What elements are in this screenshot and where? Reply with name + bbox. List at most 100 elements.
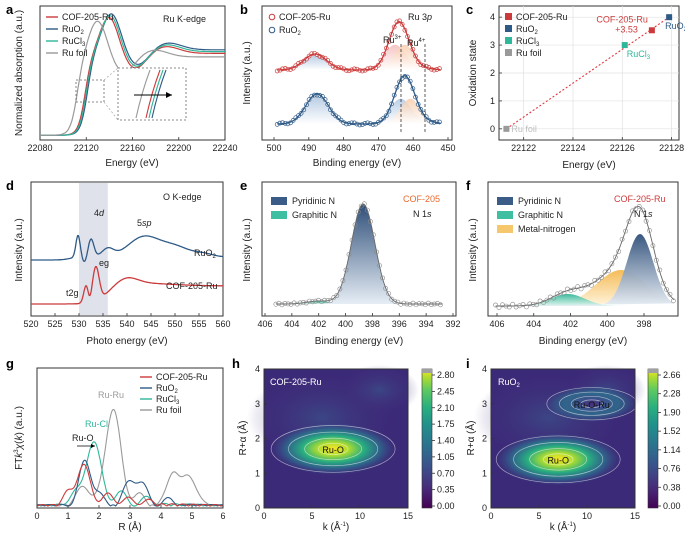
panel-d: d O K-edge 4d 5sp eg t2g RuO2 COF-205-Ru…	[6, 178, 231, 347]
y-axis-label: FTk3χ(k) (a.u.)	[14, 406, 25, 470]
data-point	[328, 107, 333, 113]
data-point	[437, 66, 442, 71]
legend-label: Ru foil	[62, 48, 88, 58]
data-point	[320, 54, 325, 60]
data-point	[383, 45, 389, 51]
y-axis-label: R+α (Å)	[236, 421, 249, 456]
legend-item: Ru foil	[505, 48, 542, 58]
legend-label: RuO2	[156, 383, 179, 395]
data-point	[346, 121, 352, 126]
series-curve-rucl3	[40, 15, 225, 136]
panel-g: g Ru-Ru Ru-Cl Ru-O COF-205-RuRuO2RuCl3Ru…	[6, 356, 226, 533]
legend-label: COF-205-Ru	[62, 12, 114, 22]
data-point	[338, 117, 344, 123]
axis-ticks: 0 5 10 15 0 1 2 3 4	[255, 364, 413, 521]
colorbar-tick-label: 1.05	[437, 452, 455, 462]
legend-swatch	[497, 197, 513, 205]
x-ticks: 406 404 402 400 398 396 394 392	[257, 313, 461, 329]
annotation-ru4plus: Ru4+	[407, 38, 426, 48]
point-label: Ru foil	[511, 124, 537, 134]
data-point	[354, 66, 360, 72]
data-point	[290, 118, 296, 123]
contour-line	[270, 425, 396, 473]
data-point	[367, 65, 373, 71]
data-point	[328, 297, 334, 303]
data-point	[425, 300, 431, 306]
colorbar-tick-label: 1.40	[437, 436, 455, 446]
data-point	[330, 63, 336, 69]
data-point	[309, 93, 315, 99]
data-point	[316, 297, 321, 303]
x-tick-label: 406	[489, 319, 504, 329]
y-tick-label: 2	[490, 68, 495, 78]
colorbar-tick-label: 0.70	[437, 468, 455, 478]
data-point	[358, 203, 364, 209]
data-point	[362, 67, 368, 73]
data-point	[330, 111, 336, 116]
annotation-ru-cl: Ru-Cl	[85, 419, 108, 429]
data-point	[419, 301, 425, 307]
data-point	[438, 302, 443, 308]
x-tick-label: 5	[309, 511, 314, 521]
legend-swatch	[271, 211, 287, 219]
x-tick-label: 0	[488, 511, 493, 521]
colorbar-tick-label: 0.76	[663, 464, 681, 474]
data-point	[367, 121, 373, 126]
legend-label: Pyridinic N	[292, 196, 335, 206]
data-point	[370, 122, 376, 127]
curve-group	[493, 203, 676, 310]
panel-title: Ru 3p	[408, 12, 432, 22]
x-tick-label: 450	[440, 143, 455, 153]
data-point	[534, 302, 539, 308]
data-point	[434, 300, 440, 306]
axis-ticks: 22122 22124 22126 22128 0 1 2 3 4	[490, 12, 684, 153]
data-point	[541, 299, 546, 305]
data-point	[297, 300, 303, 306]
scatter-point	[648, 27, 655, 34]
colorbar-tick-label: 2.10	[437, 403, 455, 413]
data-point	[410, 300, 416, 306]
data-point	[434, 67, 440, 72]
data-point	[392, 298, 398, 304]
fit-component	[279, 97, 356, 124]
data-point	[325, 57, 331, 63]
legend-label: Metal-nitrogen	[518, 224, 576, 234]
data-point	[344, 68, 349, 73]
x-tick-label: 500	[266, 143, 281, 153]
data-point	[407, 40, 413, 46]
data-point	[429, 66, 434, 72]
y-tick-label: 0	[255, 503, 260, 513]
data-point	[280, 120, 285, 126]
x-tick-label: 520	[23, 319, 38, 329]
x-ticks: 0 1 2 3 4 5 6	[34, 505, 226, 521]
colorbar-tick-label: 2.45	[437, 386, 455, 396]
data-point	[530, 301, 536, 307]
data-point	[357, 122, 363, 128]
fit-component	[372, 98, 449, 124]
data-point	[325, 102, 331, 107]
colorbar-tick-label: 0.38	[663, 482, 681, 492]
map-hotspot	[546, 385, 637, 422]
y-axis-label: Intensity (a.u.)	[242, 41, 253, 104]
legend-label: RuCl3	[156, 394, 180, 406]
arrow-head-icon	[166, 92, 172, 98]
panel-label-a: a	[6, 2, 14, 17]
x-axis-label: Binding energy (eV)	[539, 336, 627, 347]
panel-b: b Ru3+ Ru4+ Ru 3p COF-205-Ru RuO2 500 490 4…	[240, 2, 456, 169]
legend-item: RuO2	[46, 24, 85, 36]
y-tick-label: 3	[482, 399, 487, 409]
data-point	[370, 232, 376, 238]
data-point	[434, 119, 440, 125]
data-point	[413, 53, 418, 59]
x-tick-label: 392	[445, 319, 460, 329]
colorbar-cap	[648, 369, 658, 373]
inset-curve	[151, 69, 167, 119]
x-axis-label: Energy (eV)	[562, 160, 615, 171]
data-point	[312, 50, 317, 56]
point-value-label: +3.53	[615, 24, 638, 34]
x-tick-label: 545	[143, 319, 158, 329]
data-point	[288, 120, 293, 126]
colorbar-tick-label: 0.00	[437, 501, 455, 511]
colorbar-cap	[422, 369, 432, 373]
